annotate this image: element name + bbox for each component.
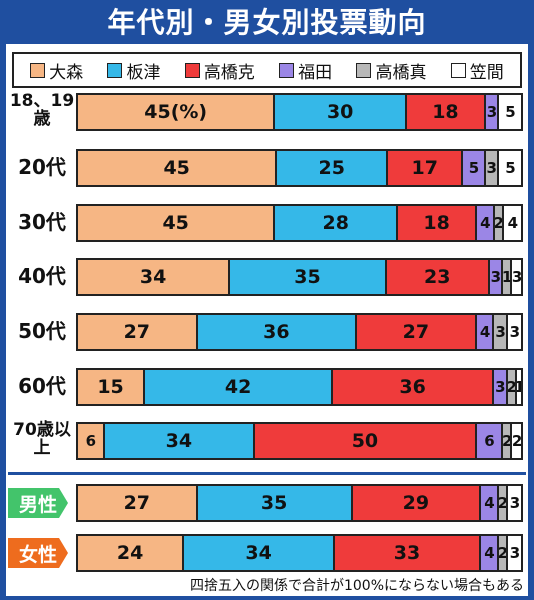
bar-segment: 3 (485, 151, 499, 185)
legend-swatch (356, 62, 372, 78)
category-label: 60代 (18, 374, 66, 398)
bar-segment: 3 (507, 315, 521, 349)
bar-segment: 5 (499, 95, 521, 129)
bar-segment: 24 (78, 536, 185, 570)
male-label: 男性 (8, 488, 68, 518)
bar-segment: 3 (507, 536, 521, 570)
bar-segment: 45 (78, 151, 278, 185)
legend-label: 大森 (49, 62, 84, 83)
category-label: 18、19歳 (9, 91, 75, 129)
bar-segment: 18 (406, 95, 486, 129)
stacked-bar: 343523313 (76, 258, 523, 296)
bar-segment: 4 (476, 315, 495, 349)
legend-label: 笠間 (469, 62, 504, 83)
bar-segment: 15 (78, 370, 146, 404)
category-label: 30代 (18, 210, 66, 234)
bar-segment: 2 (498, 486, 508, 520)
legend-item: 高橋真 (356, 58, 426, 83)
legend-swatch (450, 62, 466, 78)
legend-label: 福田 (298, 62, 333, 83)
bar-segment: 50 (255, 424, 477, 458)
stacked-bar: 243433423 (76, 534, 523, 572)
bar-segment: 34 (78, 260, 231, 294)
category-label: 40代 (18, 264, 66, 288)
bar-segment: 6 (78, 424, 105, 458)
stacked-bar: 45 25 17 5 3 5 (76, 149, 523, 187)
bar-segment: 36 (333, 370, 495, 404)
bar-segment: 18 (398, 206, 478, 240)
legend-item: 大森 (30, 58, 83, 83)
bar-segment: 28 (275, 206, 399, 240)
stacked-bar: 27 36 27 4 3 3 (76, 313, 523, 351)
bar-segment: 4 (477, 206, 495, 240)
legend-label: 高橋克 (203, 62, 255, 83)
bar-segment: 45 (78, 206, 276, 240)
bar-segment: 36 (197, 315, 358, 349)
bar-segment: 6 (476, 424, 504, 458)
stacked-bar: 154236321 (76, 368, 523, 406)
bar-segment: 42 (145, 370, 334, 404)
bar-segment: 17 (388, 151, 464, 185)
bar-segment: 2 (494, 206, 504, 240)
stacked-bar: 63450622 (76, 422, 523, 460)
bar-segment: 45(%) (78, 95, 276, 129)
bar-segment: 3 (507, 486, 521, 520)
bar-segment: 27 (78, 486, 198, 520)
bar-segment: 3 (489, 260, 504, 294)
legend-swatch (107, 62, 123, 78)
bar-segment: 4 (481, 486, 499, 520)
bar-segment: 5 (498, 151, 521, 185)
legend-swatch (184, 62, 200, 78)
bar-segment: 35 (197, 486, 353, 520)
bar-segment: 33 (334, 536, 482, 570)
bar-segment: 3 (512, 260, 521, 294)
bar-segment: 2 (498, 536, 508, 570)
stacked-bar: 273529423 (76, 484, 523, 522)
stacked-bar: 452818424 (76, 204, 523, 242)
bar-segment: 1 (503, 260, 513, 294)
bar-segment: 27 (78, 315, 198, 349)
legend-item: 板津 (107, 58, 160, 83)
female-label: 女性 (8, 538, 68, 568)
legend-swatch (279, 62, 295, 78)
age-gender-divider (8, 472, 526, 475)
chart-title: 年代別・男女別投票動向 (107, 6, 427, 39)
category-label: 70歳以上 (13, 420, 71, 458)
legend: 大森 板津 高橋克 福田 高橋真 笠間 (12, 52, 522, 88)
bar-segment: 1 (516, 370, 521, 404)
category-label: 50代 (18, 319, 66, 343)
bar-segment: 4 (481, 536, 499, 570)
bar-segment: 5 (463, 151, 486, 185)
legend-swatch (30, 62, 46, 78)
bar-segment: 3 (485, 95, 500, 129)
legend-label: 板津 (126, 62, 161, 83)
bar-segment: 25 (277, 151, 389, 185)
bar-segment: 2 (512, 424, 521, 458)
bar-segment: 30 (275, 95, 407, 129)
bar-segment: 3 (494, 370, 508, 404)
bar-segment: 34 (104, 424, 256, 458)
bar-segment: 34 (184, 536, 335, 570)
legend-label: 高橋真 (375, 62, 427, 83)
legend-item: 福田 (279, 58, 332, 83)
legend-item: 笠間 (450, 58, 504, 83)
category-label: 20代 (18, 155, 66, 179)
bar-segment: 2 (507, 370, 517, 404)
bar-segment: 27 (357, 315, 477, 349)
bar-segment: 35 (230, 260, 387, 294)
bar-segment: 23 (386, 260, 490, 294)
bar-segment: 4 (503, 206, 521, 240)
bar-segment: 3 (494, 315, 508, 349)
rounding-note: 四捨五入の関係で合計が100%にならない場合もある (189, 578, 524, 594)
stacked-bar: 45(%) 30 18 3 5 (76, 93, 523, 131)
legend-item: 高橋克 (184, 58, 255, 83)
bar-segment: 29 (352, 486, 482, 520)
bar-segment: 2 (503, 424, 513, 458)
